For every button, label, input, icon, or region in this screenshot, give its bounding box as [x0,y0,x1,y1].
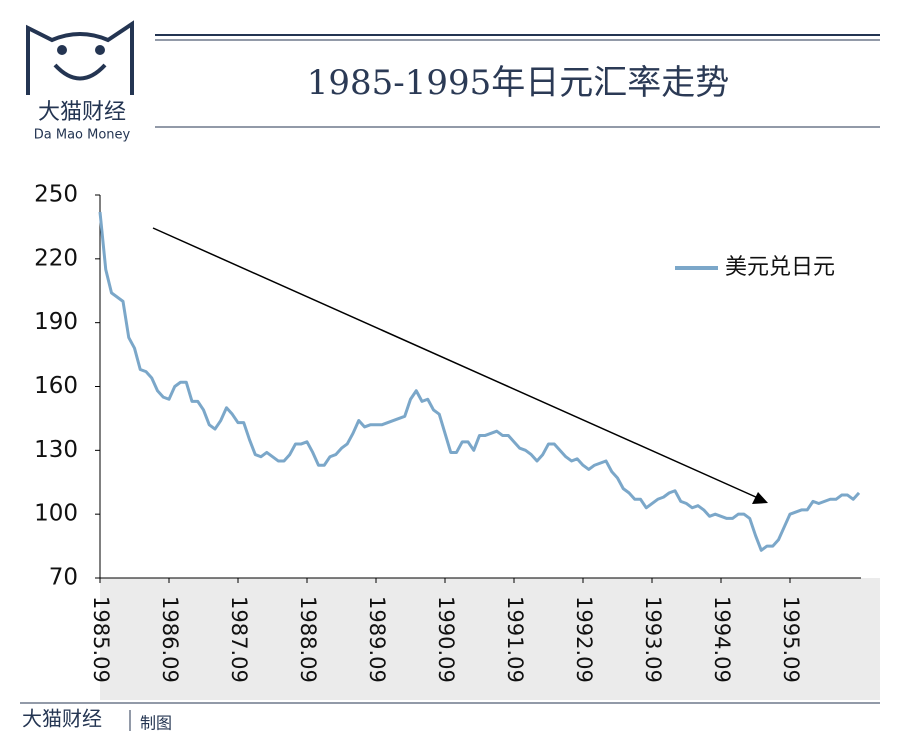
footer-note: 制图 [140,714,172,731]
title: 1985-1995年日元汇率走势 [307,63,730,103]
logo-en: Da Mao Money [34,128,131,143]
logo-eye [57,45,67,55]
series-line [98,211,861,552]
logo-cat [26,20,134,95]
x-tick-label: 1992.09 [572,596,596,683]
x-tick-label: 1991.09 [503,596,527,683]
y-tick-label: 250 [34,182,78,208]
y-tick-label: 220 [34,245,78,271]
trend-arrow [152,227,759,499]
y-tick-label: 190 [34,309,78,335]
y-tick-label: 100 [34,501,78,527]
y-tick-label: 70 [49,565,78,591]
logo-smile [53,63,107,81]
arrow-head [752,492,768,504]
logo [26,20,134,95]
x-tick-label: 1988.09 [296,596,320,683]
x-tick-label: 1990.09 [434,596,458,683]
legend-label: 美元兑日元 [725,255,835,280]
x-tick-label: 1993.09 [641,596,665,683]
x-tick-label: 1994.09 [710,596,734,683]
x-tick-label: 1986.09 [158,596,182,683]
x-tick-label: 1987.09 [227,596,251,683]
y-tick-label: 160 [34,373,78,399]
x-tick-label: 1989.09 [365,596,389,683]
x-tick-label: 1995.09 [779,596,803,683]
axis-band [100,578,880,700]
x-tick-label: 1985.09 [89,596,113,683]
y-tick-label: 130 [34,437,78,463]
footer-brand: 大猫财经 [22,707,102,731]
logo-cn: 大猫财经 [38,100,126,125]
logo-eye [95,45,105,55]
